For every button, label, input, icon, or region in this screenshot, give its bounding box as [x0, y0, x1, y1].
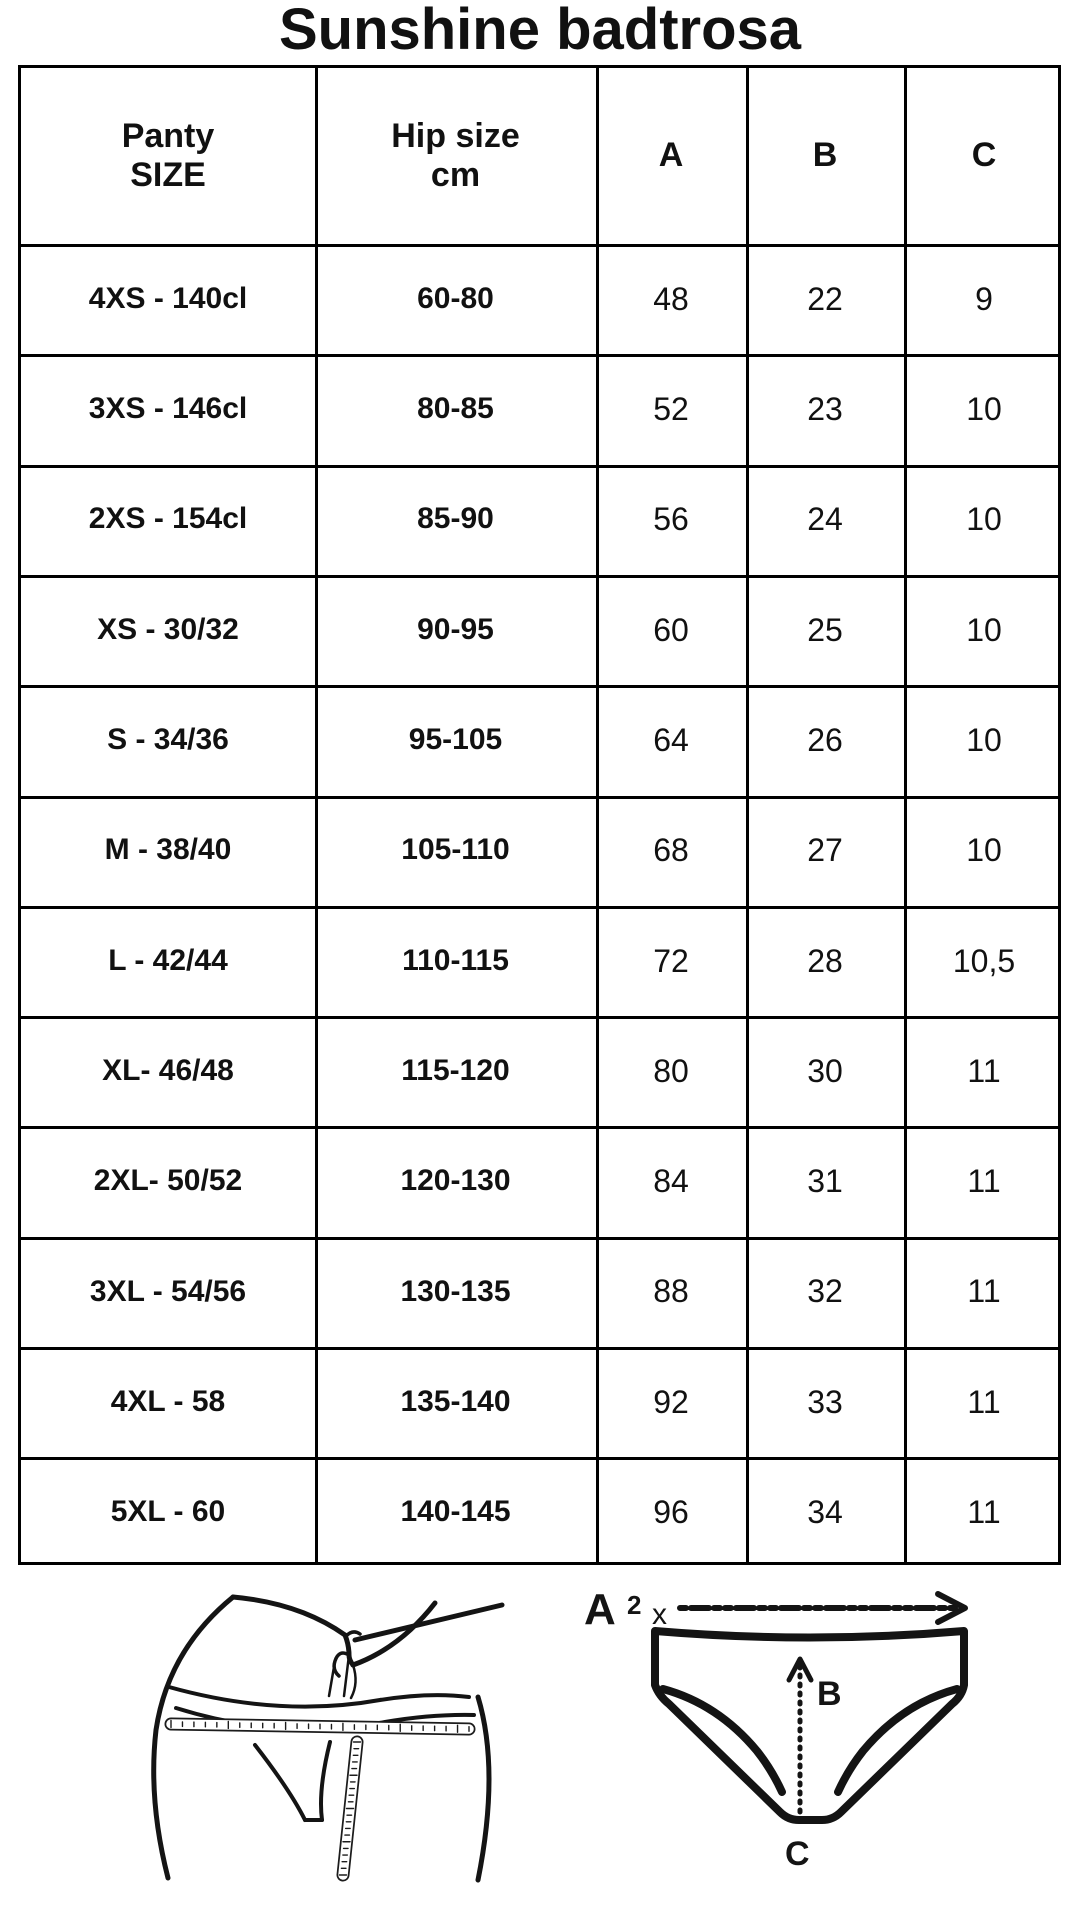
svg-text:C: C	[785, 1835, 810, 1873]
svg-text:B: B	[817, 1675, 842, 1713]
svg-text:2: 2	[627, 1590, 641, 1620]
svg-text:A: A	[584, 1585, 616, 1634]
svg-text:x: x	[652, 1598, 667, 1631]
